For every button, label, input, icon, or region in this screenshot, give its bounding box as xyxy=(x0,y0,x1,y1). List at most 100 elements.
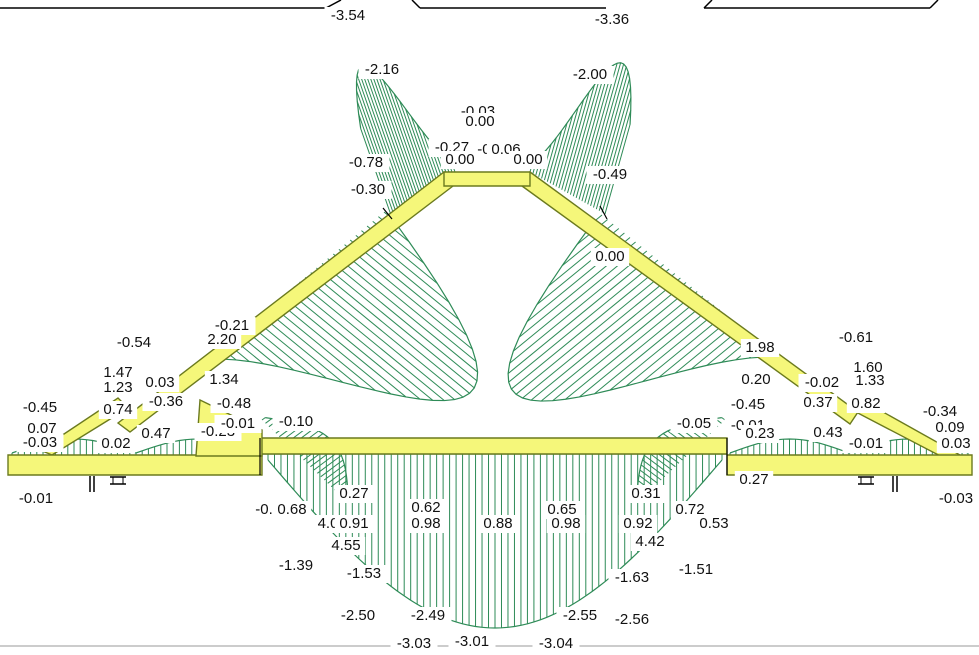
value-label-text: -0.01 xyxy=(19,490,53,507)
value-label-text: -0.21 xyxy=(215,317,249,334)
value-label: -0.03 xyxy=(932,490,979,508)
value-label: 0.07 xyxy=(22,420,62,438)
value-label: 0.88 xyxy=(478,515,518,533)
lower-chord xyxy=(259,437,728,455)
value-label: -1.63 xyxy=(608,569,656,587)
value-label-text: 0.72 xyxy=(675,501,704,518)
supports xyxy=(89,476,898,492)
value-label: 0.27 xyxy=(334,485,374,503)
value-label: 1.98 xyxy=(740,339,780,357)
value-label: -0.45 xyxy=(16,399,64,417)
value-label-text: 0.74 xyxy=(103,401,132,418)
value-label-text: 4.0 xyxy=(318,515,339,532)
value-label: 0.09 xyxy=(930,419,970,437)
value-label-text: 0.68 xyxy=(277,501,306,518)
value-label: 0.92 xyxy=(618,515,658,533)
value-label: -0.45 xyxy=(724,396,772,414)
value-label: -1.39 xyxy=(272,557,320,575)
right-support-icon xyxy=(858,476,898,492)
value-label: 4.42 xyxy=(630,533,670,551)
value-label-text: 0.98 xyxy=(551,515,580,532)
value-label-text: 0.65 xyxy=(547,501,576,518)
value-label-text: -0.01 xyxy=(221,415,255,432)
value-label: -0.01 xyxy=(214,415,262,433)
value-label: -0.78 xyxy=(342,154,390,172)
value-label-text: -0.34 xyxy=(923,403,957,420)
value-label: -2.00 xyxy=(566,66,614,84)
value-label: -0.34 xyxy=(916,403,964,421)
value-label-text: -2.55 xyxy=(563,607,597,624)
value-label: -0.10 xyxy=(272,413,320,431)
value-label-text: 0.03 xyxy=(941,435,970,452)
value-label-text: -3.36 xyxy=(595,11,629,28)
value-label: 0.27 xyxy=(734,471,774,489)
hatch-right-top xyxy=(529,62,632,215)
value-label: -2.50 xyxy=(334,607,382,625)
value-label-text: -0.78 xyxy=(349,154,383,171)
value-label: -0.21 xyxy=(208,317,256,335)
value-label: 0.00 xyxy=(440,151,480,169)
value-label: 0.03 xyxy=(936,435,976,453)
value-label: -2.56 xyxy=(608,611,656,629)
value-label: 0.00 xyxy=(460,113,500,131)
hatch-right-interior-envelope xyxy=(507,221,762,402)
value-label-text: 0.27 xyxy=(339,485,368,502)
value-label-text: 1.34 xyxy=(209,371,238,388)
value-label-text: 0.88 xyxy=(483,515,512,532)
value-label-text: 0.09 xyxy=(935,419,964,436)
value-label-text: -0.54 xyxy=(117,334,151,351)
value-label-text: -0. xyxy=(255,501,273,518)
value-label-text: 1.47 xyxy=(103,364,132,381)
value-label-text: -0.45 xyxy=(23,399,57,416)
value-label-text: -1.51 xyxy=(679,561,713,578)
value-label-text: -0.02 xyxy=(805,374,839,391)
value-label-text: 0.47 xyxy=(141,425,170,442)
value-label-text: 0.53 xyxy=(699,515,728,532)
value-label: 0.03 xyxy=(140,374,180,392)
value-label-text: 0.82 xyxy=(851,395,880,412)
value-label: -0.30 xyxy=(344,181,392,199)
value-label: 0.62 xyxy=(406,499,446,517)
value-label-text: 0.92 xyxy=(623,515,652,532)
value-label: 0.23 xyxy=(740,425,780,443)
value-label-text: 0.03 xyxy=(145,374,174,391)
value-label-text: 0.02 xyxy=(101,435,130,452)
value-label-text: 1.60 xyxy=(853,359,882,376)
value-label-text: 0.91 xyxy=(339,515,368,532)
value-label-text: -0.30 xyxy=(351,181,385,198)
value-label-text: -0.03 xyxy=(23,434,57,451)
value-label: -0.02 xyxy=(798,374,846,392)
ridge-beam xyxy=(443,171,531,187)
value-label: 0.43 xyxy=(808,424,848,442)
value-label: -0.03 xyxy=(16,434,64,452)
value-label: -0.36 xyxy=(142,393,190,411)
value-label-text: 0.31 xyxy=(631,485,660,502)
value-label: -3.03 xyxy=(390,635,438,653)
value-label-text: -2.50 xyxy=(341,607,375,624)
value-label: 0.37 xyxy=(798,394,838,412)
value-label-text: 4.42 xyxy=(635,533,664,550)
value-label: -0.05 xyxy=(670,415,718,433)
value-label: 0.20 xyxy=(736,371,776,389)
value-label-text: 2.20 xyxy=(207,331,236,348)
value-label-text: 1.98 xyxy=(745,339,774,356)
member-joint xyxy=(382,207,393,220)
hatch-left-interior-envelope xyxy=(223,218,479,402)
value-label: -2.55 xyxy=(556,607,604,625)
value-label-text: -3.54 xyxy=(331,7,365,24)
value-label-text: 0.27 xyxy=(739,471,768,488)
value-label: -0.01 xyxy=(12,490,60,508)
value-labels: -3.54 -3.36-2.16 -2.00-0.030.00-0.27 -0.0.0… xyxy=(12,7,979,653)
value-label: -3.01 xyxy=(448,633,496,651)
value-label: 1.33 xyxy=(850,372,890,390)
value-label-text: 0.00 xyxy=(595,248,624,265)
value-label-text: 4.55 xyxy=(331,537,360,554)
value-label-text: 0.00 xyxy=(445,151,474,168)
value-label-text: -1.39 xyxy=(279,557,313,574)
value-label: -3.54 xyxy=(324,7,372,25)
value-label: 1.34 xyxy=(204,371,244,389)
value-label-text: -0.45 xyxy=(731,396,765,413)
value-label-text: 1.23 xyxy=(103,379,132,396)
value-label: -3.04 xyxy=(532,635,580,653)
